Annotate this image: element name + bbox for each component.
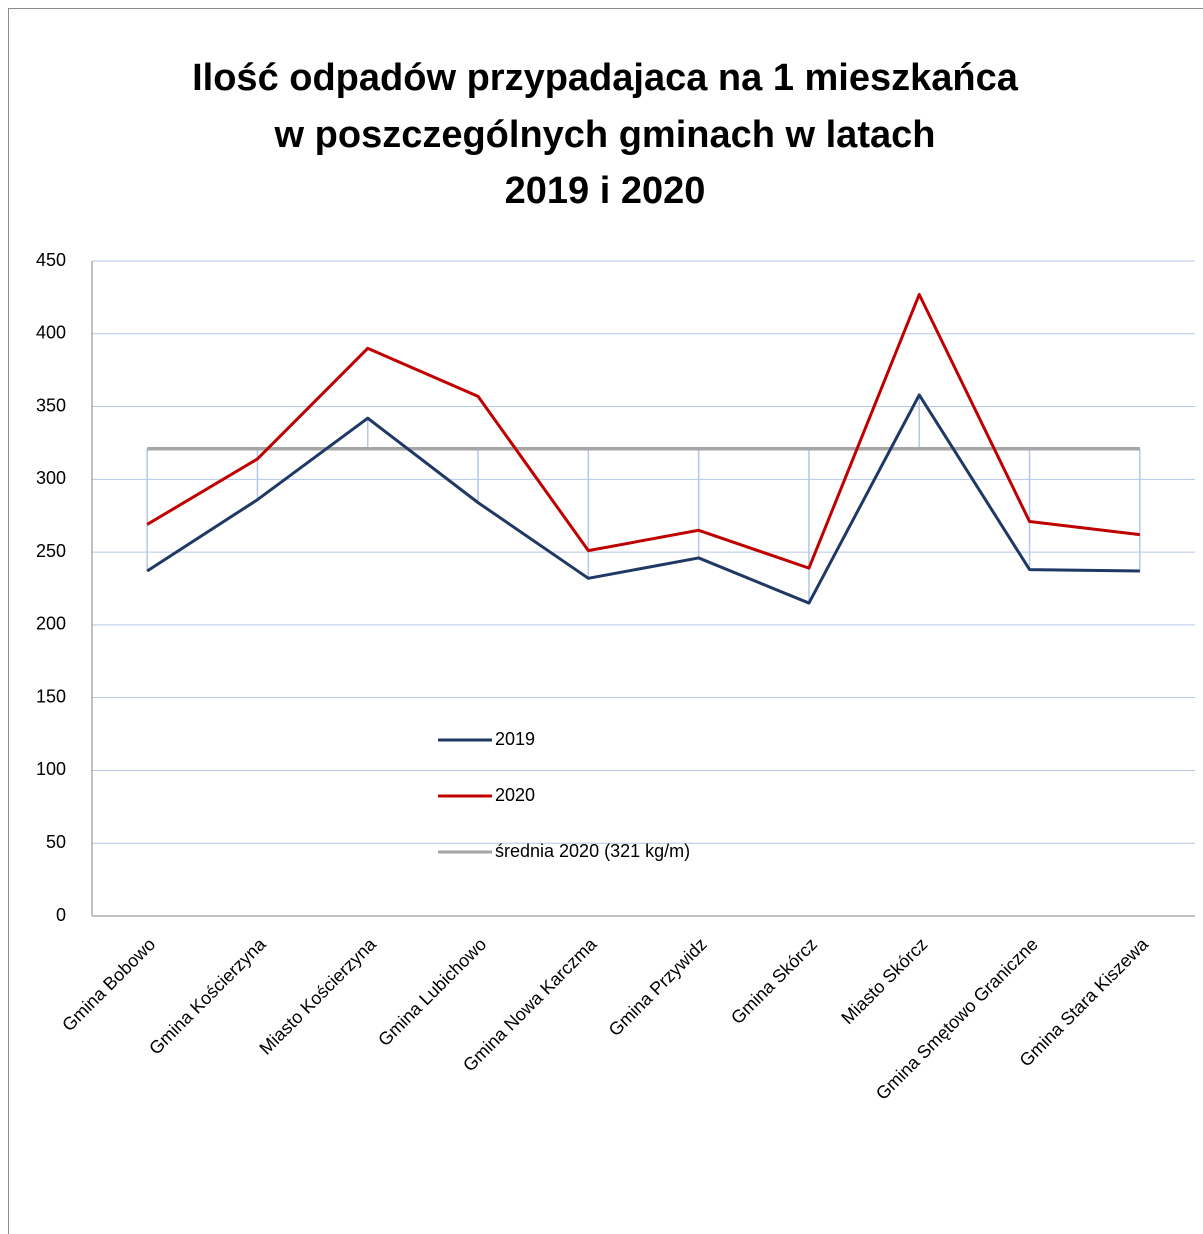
x-tick-label: Gmina Kościerzyna (145, 933, 270, 1058)
y-tick-label: 450 (36, 250, 66, 270)
x-tick-label: Miasto Kościerzyna (255, 933, 380, 1058)
y-tick-label: 100 (36, 759, 66, 779)
chart-title: w poszczególnych gminach w latach (274, 114, 936, 156)
chart-border (8, 8, 1203, 1234)
legend-label: średnia 2020 (321 kg/m) (495, 841, 690, 861)
chart-title: Ilość odpadów przypadajaca na 1 mieszkań… (192, 57, 1019, 99)
y-tick-label: 150 (36, 686, 66, 706)
legend-label: 2019 (495, 729, 535, 749)
series-line (146, 393, 1140, 605)
series-line (146, 292, 1141, 570)
chart-title: 2019 i 2020 (505, 170, 706, 212)
x-tick-label: Gmina Skórcz (727, 934, 821, 1028)
y-tick-label: 50 (46, 832, 66, 852)
legend-label: 2020 (495, 785, 535, 805)
x-tick-label: Gmina Przywidz (605, 934, 711, 1040)
x-tick-label: Miasto Skórcz (837, 934, 931, 1028)
y-tick-label: 300 (36, 468, 66, 488)
x-tick-label: Gmina Bobowo (58, 934, 159, 1035)
y-tick-label: 0 (56, 905, 66, 925)
y-tick-label: 200 (36, 614, 66, 634)
y-tick-label: 400 (36, 323, 66, 343)
x-tick-label: Gmina Stara Kiszewa (1016, 933, 1153, 1070)
y-tick-label: 350 (36, 395, 66, 415)
x-tick-label: Gmina Lubichowo (374, 934, 490, 1050)
y-tick-label: 250 (36, 541, 66, 561)
